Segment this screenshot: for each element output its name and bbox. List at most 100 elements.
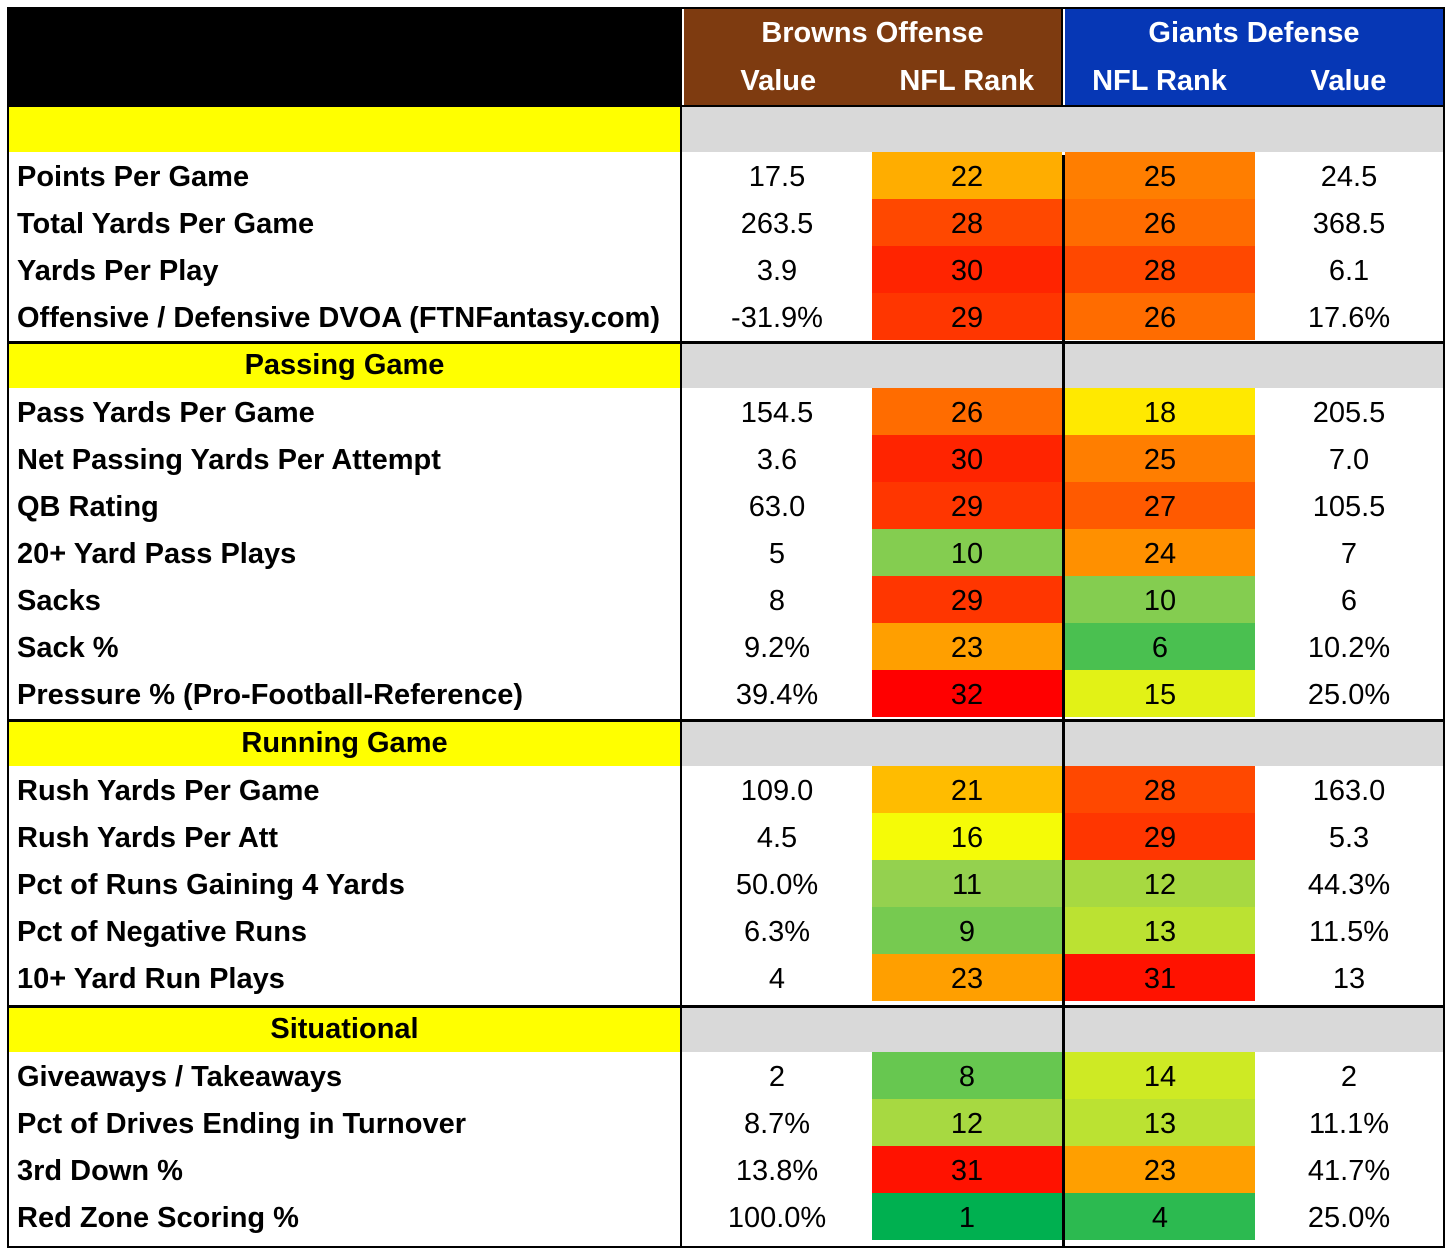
defense-value-text: 105.5 [1312,491,1386,523]
defense-rank: 18 [1065,388,1255,435]
stat-name: Sack % [17,623,677,670]
defense-rank-text: 28 [1143,255,1177,287]
stat-name-text: Rush Yards Per Att [17,822,279,854]
stat-name-text: Total Yards Per Game [17,208,315,240]
offense-rank-text: 12 [950,1108,984,1140]
defense-value-text: 17.6% [1307,302,1391,334]
offense-rank: 26 [872,388,1062,435]
stat-name: 10+ Yard Run Plays [17,954,677,1001]
stat-name: Net Passing Yards Per Attempt [17,435,677,482]
section-divider [9,1005,1443,1008]
offense-team-name: Browns Offense [761,17,984,49]
defense-value: 205.5 [1255,388,1443,435]
defense-rank-header: NFL Rank [1092,65,1227,97]
defense-rank: 25 [1065,435,1255,482]
table-row: Total Yards Per Game 263.5 28 26 368.5 [9,199,1443,246]
comparison-table: Browns Offense Value NFL Rank Giants Def… [7,7,1445,1248]
table-row: Giveaways / Takeaways 2 8 14 2 [9,1052,1443,1099]
defense-value-text: 25.0% [1307,679,1391,711]
offense-value-text: 9.2% [743,632,811,664]
offense-rank-text: 29 [950,585,984,617]
offense-rank: 29 [872,293,1062,340]
defense-rank-text: 26 [1143,302,1177,334]
offense-value-text: 17.5 [748,161,806,193]
defense-value: 11.1% [1255,1099,1443,1146]
offense-rank: 23 [872,954,1062,1001]
table-row: 10+ Yard Run Plays 4 23 31 13 [9,954,1443,1001]
offense-rank: 28 [872,199,1062,246]
offense-value: 8 [682,576,872,623]
offense-value: 100.0% [682,1193,872,1240]
section-title-text: Running Game [241,727,448,759]
header-divider [9,105,1443,107]
stat-name-text: Points Per Game [17,161,250,193]
defense-value-text: 41.7% [1307,1155,1391,1187]
defense-rank-text: 18 [1143,397,1177,429]
offense-rank: 23 [872,623,1062,670]
offense-rank: 11 [872,860,1062,907]
stat-name: Pct of Runs Gaining 4 Yards [17,860,677,907]
offense-value-text: 50.0% [735,869,819,901]
stat-name: Pct of Negative Runs [17,907,677,954]
defense-rank: 26 [1065,199,1255,246]
defense-rank-text: 4 [1151,1202,1169,1234]
offense-rank-text: 31 [950,1155,984,1187]
defense-rank: 12 [1065,860,1255,907]
offense-value-text: 109.0 [740,775,814,807]
defense-rank: 25 [1065,152,1255,199]
offense-rank-text: 23 [950,632,984,664]
offense-value-text: 263.5 [740,208,814,240]
defense-value: 25.0% [1255,1193,1443,1240]
stat-name: 20+ Yard Pass Plays [17,529,677,576]
offense-rank: 1 [872,1193,1062,1240]
offense-value-text: 8.7% [743,1108,811,1140]
offense-rank-text: 11 [951,869,983,901]
offense-value: 39.4% [682,670,872,717]
offense-rank-text: 16 [950,822,984,854]
offense-value: 8.7% [682,1099,872,1146]
defense-rank-text: 13 [1143,916,1177,948]
offense-rank-text: 22 [950,161,984,193]
offense-rank-text: 29 [950,302,984,334]
offense-value: 9.2% [682,623,872,670]
offense-value-text: -31.9% [731,302,823,334]
defense-rank: 31 [1065,954,1255,1001]
defense-rank-text: 25 [1143,161,1177,193]
defense-value-text: 7 [1340,538,1358,570]
stat-name-text: Yards Per Play [17,255,219,287]
defense-value-text: 6.1 [1328,255,1370,287]
defense-rank-text: 6 [1151,632,1169,664]
defense-rank: 23 [1065,1146,1255,1193]
stat-name: Points Per Game [17,152,677,199]
section-title [9,107,680,152]
stat-name-text: Rush Yards Per Game [17,775,320,807]
stat-name: Sacks [17,576,677,623]
section-header [9,107,1443,152]
offense-rank-text: 21 [950,775,984,807]
defense-rank: 27 [1065,482,1255,529]
header-blank [9,9,682,107]
section-title: Situational [9,1007,680,1052]
table-row: 20+ Yard Pass Plays 5 10 24 7 [9,529,1443,576]
table-row: Red Zone Scoring % 100.0% 1 4 25.0% [9,1193,1443,1240]
offense-rank-text: 30 [950,255,984,287]
defense-rank: 24 [1065,529,1255,576]
defense-rank-text: 29 [1143,822,1177,854]
defense-value: 105.5 [1255,482,1443,529]
offense-value-text: 63.0 [748,491,806,523]
stat-name-text: Red Zone Scoring % [17,1202,299,1234]
offense-header: Browns Offense Value NFL Rank [684,9,1063,105]
offense-rank-text: 26 [950,397,984,429]
defense-rank: 29 [1065,813,1255,860]
offense-rank-text: 23 [950,963,984,995]
offense-value: 4.5 [682,813,872,860]
defense-value: 163.0 [1255,766,1443,813]
defense-rank-text: 31 [1143,963,1177,995]
offense-value: 5 [682,529,872,576]
defense-rank-text: 24 [1143,538,1177,570]
stat-name-text: Pct of Runs Gaining 4 Yards [17,869,405,901]
offense-value-text: 3.6 [756,444,798,476]
defense-value: 41.7% [1255,1146,1443,1193]
defense-value: 6.1 [1255,246,1443,293]
offense-value-text: 3.9 [756,255,798,287]
